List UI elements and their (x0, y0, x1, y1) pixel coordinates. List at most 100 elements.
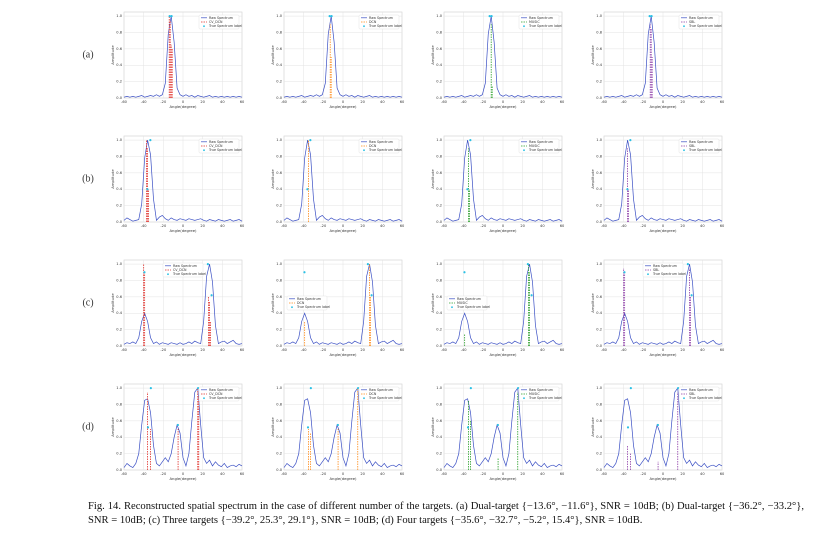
true-label-point (656, 423, 659, 427)
row-label: (d) (82, 421, 94, 432)
x-tick-label: 40 (380, 100, 385, 104)
legend-label: True Spectrum label (368, 396, 402, 400)
y-tick-label: 0.6 (276, 47, 282, 51)
y-tick-label: 1.0 (436, 14, 442, 18)
y-axis-label: Amplitude (270, 293, 275, 313)
legend-swatch (363, 397, 365, 400)
true-label-point (366, 262, 369, 266)
x-tick-label: 0 (342, 100, 345, 104)
true-label-point (309, 386, 312, 390)
x-tick-label: -20 (640, 348, 647, 352)
true-label-point (626, 188, 629, 191)
y-tick-label: 0.6 (436, 419, 442, 423)
x-tick-label: 40 (220, 472, 225, 476)
legend-label: Raw Spectrum (297, 297, 321, 301)
legend-box (358, 386, 400, 402)
y-tick-label: 1.0 (596, 14, 602, 18)
x-tick-label: 0 (502, 472, 505, 476)
y-tick-label: 0.8 (116, 402, 122, 406)
legend-label: True Spectrum label (368, 24, 402, 28)
y-axis-label: Amplitude (430, 293, 435, 313)
x-tick-label: 60 (240, 224, 245, 228)
x-axis-label: Angle(degree) (169, 352, 197, 357)
x-tick-label: -20 (480, 348, 487, 352)
raw-spectrum (443, 264, 563, 345)
legend-label: True Spectrum label (528, 24, 562, 28)
y-tick-label: 0.0 (596, 344, 602, 348)
legend-box (162, 262, 204, 278)
y-tick-label: 0.0 (276, 96, 282, 100)
true-label-point (357, 386, 360, 390)
legend-label: Raw Spectrum (529, 140, 553, 144)
panel: -60 -40 -20 0 20 40 60 0.0 0.2 0.4 0.6 0.8 1.0 Angle(… (270, 259, 405, 357)
x-tick-label: -20 (320, 100, 327, 104)
x-tick-label: 20 (200, 348, 205, 352)
x-axis-label: Angle(degree) (489, 476, 517, 481)
x-tick-label: -40 (461, 472, 468, 476)
x-tick-label: -40 (461, 224, 468, 228)
x-tick-label: -40 (301, 224, 308, 228)
y-tick-label: 1.0 (116, 138, 122, 142)
x-axis-label: Angle(degree) (649, 104, 677, 109)
legend-swatch (203, 397, 205, 400)
panel: -60 -40 -20 0 20 40 60 0.0 0.2 0.4 0.6 0.8 1.0 Angle(… (110, 11, 245, 109)
legend-label: Raw Spectrum (369, 16, 393, 20)
raw-spectrum (283, 387, 403, 468)
x-tick-label: 40 (540, 224, 545, 228)
true-label-point (306, 188, 309, 191)
x-tick-label: 20 (200, 224, 205, 228)
y-tick-label: 0.0 (116, 468, 122, 472)
y-tick-label: 0.0 (596, 220, 602, 224)
y-tick-label: 0.6 (596, 171, 602, 175)
panel: -60 -40 -20 0 20 40 60 0.0 0.2 0.4 0.6 0.8 1.0 Angle(… (110, 383, 245, 481)
legend-swatch (683, 25, 685, 28)
y-tick-label: 0.8 (596, 30, 602, 34)
legend-label: Raw Spectrum (457, 297, 481, 301)
y-tick-label: 0.2 (436, 452, 442, 456)
y-tick-label: 0.6 (276, 171, 282, 175)
y-axis-label: Amplitude (430, 45, 435, 65)
x-tick-label: 60 (720, 224, 725, 228)
y-tick-label: 0.6 (436, 171, 442, 175)
legend-label: CV_DCN (209, 144, 223, 148)
true-label-point (469, 386, 472, 390)
x-tick-label: 20 (520, 348, 525, 352)
x-tick-label: -40 (621, 224, 628, 228)
panel: -60 -40 -20 0 20 40 60 0.0 0.2 0.4 0.6 0.8 1.0 Angle(… (430, 383, 565, 481)
x-tick-label: 0 (662, 224, 665, 228)
x-tick-label: -60 (281, 100, 288, 104)
x-tick-label: -60 (441, 100, 448, 104)
x-tick-label: 0 (342, 224, 345, 228)
y-tick-label: 1.0 (596, 386, 602, 390)
y-tick-label: 0.2 (116, 80, 122, 84)
true-label-point (303, 271, 306, 274)
row-label: (c) (82, 297, 93, 308)
x-tick-label: 40 (220, 100, 225, 104)
true-label-point (146, 188, 149, 191)
x-axis-label: Angle(degree) (169, 476, 197, 481)
legend-label: True Spectrum label (652, 272, 686, 276)
true-label-point (146, 426, 150, 429)
legend-label: True Spectrum label (296, 305, 330, 309)
raw-spectrum (283, 16, 403, 98)
true-label-point (517, 386, 520, 390)
y-tick-label: 0.0 (436, 344, 442, 348)
legend-label: True Spectrum label (456, 305, 490, 309)
x-tick-label: -60 (601, 472, 608, 476)
panel: -60 -40 -20 0 20 40 60 0.0 0.2 0.4 0.6 0.8 1.0 Angle(… (270, 11, 405, 109)
y-tick-label: 0.0 (276, 468, 282, 472)
legend-swatch (203, 149, 205, 152)
row-label: (a) (82, 49, 93, 60)
raw-spectrum (603, 140, 723, 222)
raw-spectrum (443, 16, 563, 98)
raw-spectrum (283, 264, 403, 345)
y-tick-label: 0.0 (436, 96, 442, 100)
row-label: (b) (82, 173, 94, 184)
x-tick-label: 40 (700, 472, 705, 476)
y-tick-label: 0.4 (596, 63, 602, 67)
legend-label: MUSIC (529, 20, 540, 24)
y-axis-label: Amplitude (590, 293, 595, 313)
